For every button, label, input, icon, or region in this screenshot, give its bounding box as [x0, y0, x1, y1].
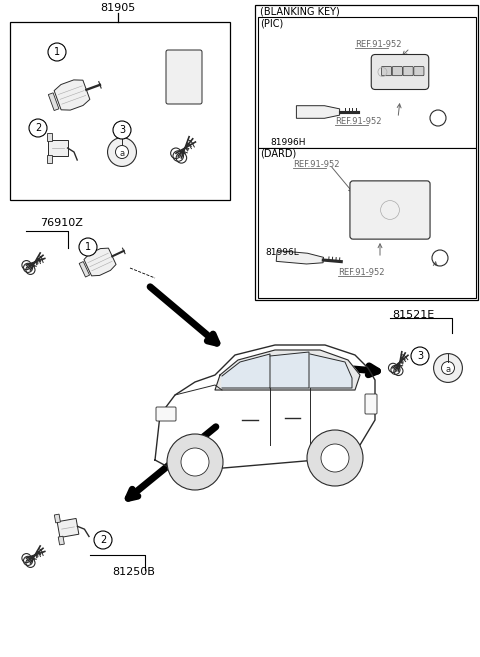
Polygon shape — [54, 80, 90, 110]
Polygon shape — [48, 140, 68, 156]
Text: 81996L: 81996L — [265, 248, 299, 257]
FancyBboxPatch shape — [350, 181, 430, 239]
Bar — [258, 17, 476, 148]
Text: REF.91-952: REF.91-952 — [335, 117, 382, 126]
Text: a: a — [445, 365, 451, 373]
Polygon shape — [47, 133, 52, 141]
Text: 3: 3 — [417, 351, 423, 361]
Text: (DARD): (DARD) — [260, 149, 296, 159]
Text: 1: 1 — [85, 242, 91, 252]
Text: (BLANKING KEY): (BLANKING KEY) — [260, 6, 340, 16]
Polygon shape — [84, 248, 116, 276]
Polygon shape — [54, 514, 60, 523]
Text: 3: 3 — [119, 125, 125, 135]
Text: REF.91-952: REF.91-952 — [293, 160, 339, 169]
Circle shape — [433, 353, 462, 382]
Polygon shape — [47, 155, 52, 163]
Circle shape — [94, 531, 112, 549]
Text: (PIC): (PIC) — [260, 19, 283, 29]
Polygon shape — [48, 93, 59, 110]
Text: 2: 2 — [100, 535, 106, 545]
Polygon shape — [222, 354, 270, 388]
Circle shape — [79, 238, 97, 256]
Text: REF.91-952: REF.91-952 — [338, 268, 384, 277]
FancyBboxPatch shape — [365, 394, 377, 414]
Circle shape — [108, 137, 136, 166]
Text: 76910Z: 76910Z — [40, 218, 83, 228]
Circle shape — [29, 119, 47, 137]
Circle shape — [442, 361, 455, 374]
Circle shape — [181, 448, 209, 476]
Polygon shape — [296, 106, 340, 118]
FancyBboxPatch shape — [382, 66, 392, 76]
FancyBboxPatch shape — [392, 66, 402, 76]
Text: 81905: 81905 — [100, 3, 136, 13]
FancyBboxPatch shape — [156, 407, 176, 421]
Polygon shape — [79, 261, 90, 277]
Text: 2: 2 — [35, 123, 41, 133]
Circle shape — [48, 43, 66, 61]
Text: REF.91-952: REF.91-952 — [355, 40, 401, 49]
Polygon shape — [310, 354, 352, 388]
FancyBboxPatch shape — [414, 66, 424, 76]
Polygon shape — [276, 250, 324, 264]
FancyBboxPatch shape — [371, 55, 429, 89]
FancyBboxPatch shape — [166, 50, 202, 104]
Polygon shape — [57, 518, 79, 537]
Circle shape — [321, 444, 349, 472]
Polygon shape — [270, 352, 309, 388]
Circle shape — [113, 121, 131, 139]
Circle shape — [116, 145, 129, 158]
Bar — [258, 148, 476, 298]
FancyBboxPatch shape — [403, 66, 413, 76]
Text: 81250B: 81250B — [112, 567, 155, 577]
Circle shape — [167, 434, 223, 490]
Polygon shape — [215, 350, 360, 390]
Text: 1: 1 — [54, 47, 60, 57]
Text: 81996H: 81996H — [270, 138, 305, 147]
Polygon shape — [155, 345, 375, 470]
Bar — [10, 22, 230, 200]
Text: 81521E: 81521E — [392, 310, 434, 320]
Circle shape — [411, 347, 429, 365]
Text: a: a — [120, 148, 125, 158]
Bar — [255, 5, 478, 300]
Circle shape — [307, 430, 363, 486]
Polygon shape — [58, 536, 64, 545]
